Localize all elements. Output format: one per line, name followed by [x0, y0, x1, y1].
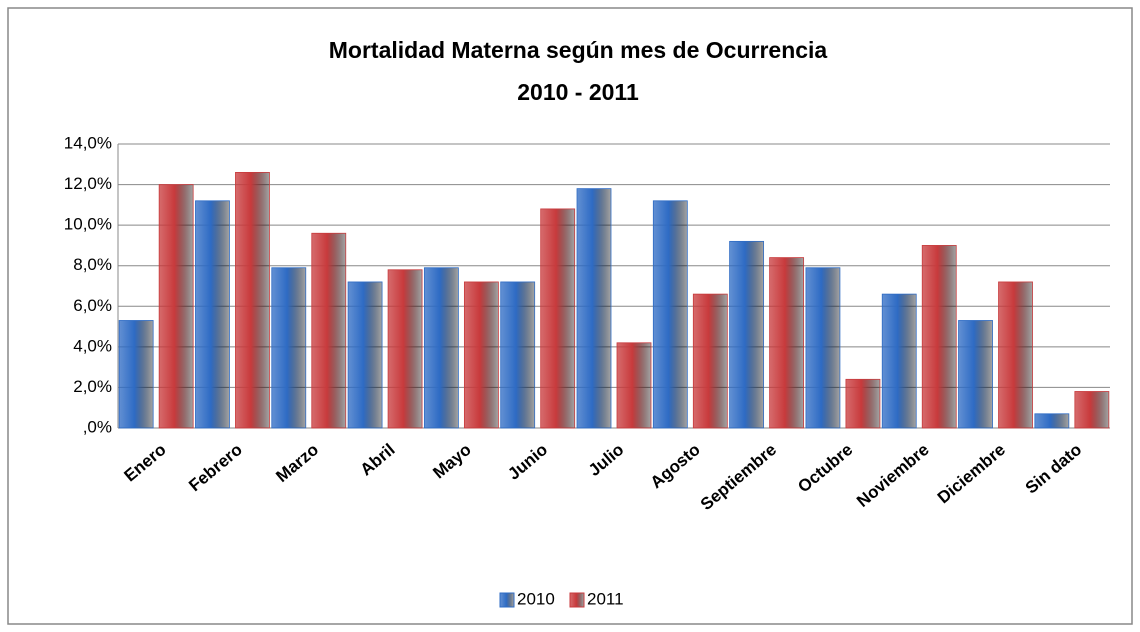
- legend-swatch: [569, 592, 585, 608]
- bar: [805, 267, 841, 429]
- bar: [500, 281, 536, 429]
- y-tick-label: 6,0%: [73, 296, 112, 315]
- bar: [118, 320, 154, 429]
- bar: [387, 269, 423, 429]
- bar: [921, 245, 957, 429]
- bar: [463, 281, 499, 429]
- y-tick-label: 2,0%: [73, 377, 112, 396]
- chart-subtitle: 2010 - 2011: [517, 79, 639, 105]
- bar: [235, 171, 270, 429]
- bar: [729, 240, 765, 429]
- bar: [881, 293, 917, 429]
- bar: [616, 342, 652, 429]
- bar: [692, 293, 728, 429]
- y-tick-label: ,0%: [83, 417, 112, 436]
- bar: [845, 378, 881, 429]
- y-tick-label: 8,0%: [73, 255, 112, 274]
- bar: [158, 184, 194, 429]
- y-tick-label: 4,0%: [73, 336, 112, 355]
- bar: [998, 281, 1033, 429]
- bar: [769, 257, 805, 429]
- chart-title: Mortalidad Materna según mes de Ocurrenc…: [329, 37, 828, 63]
- y-tick-label: 14,0%: [64, 133, 112, 152]
- y-tick-label: 10,0%: [64, 215, 112, 234]
- legend-swatch: [499, 592, 515, 608]
- bar: [347, 281, 383, 429]
- legend-label: 2011: [587, 589, 624, 608]
- bar: [576, 188, 612, 429]
- bar: [958, 320, 993, 429]
- bar: [423, 267, 459, 429]
- bar: [271, 267, 307, 429]
- bar: [540, 208, 576, 429]
- bar: [1074, 391, 1110, 429]
- bar: [652, 200, 688, 429]
- bar: [195, 200, 230, 429]
- y-tick-label: 12,0%: [64, 174, 112, 193]
- legend-label: 2010: [517, 589, 555, 608]
- bar: [311, 232, 347, 429]
- bar: [1034, 413, 1070, 429]
